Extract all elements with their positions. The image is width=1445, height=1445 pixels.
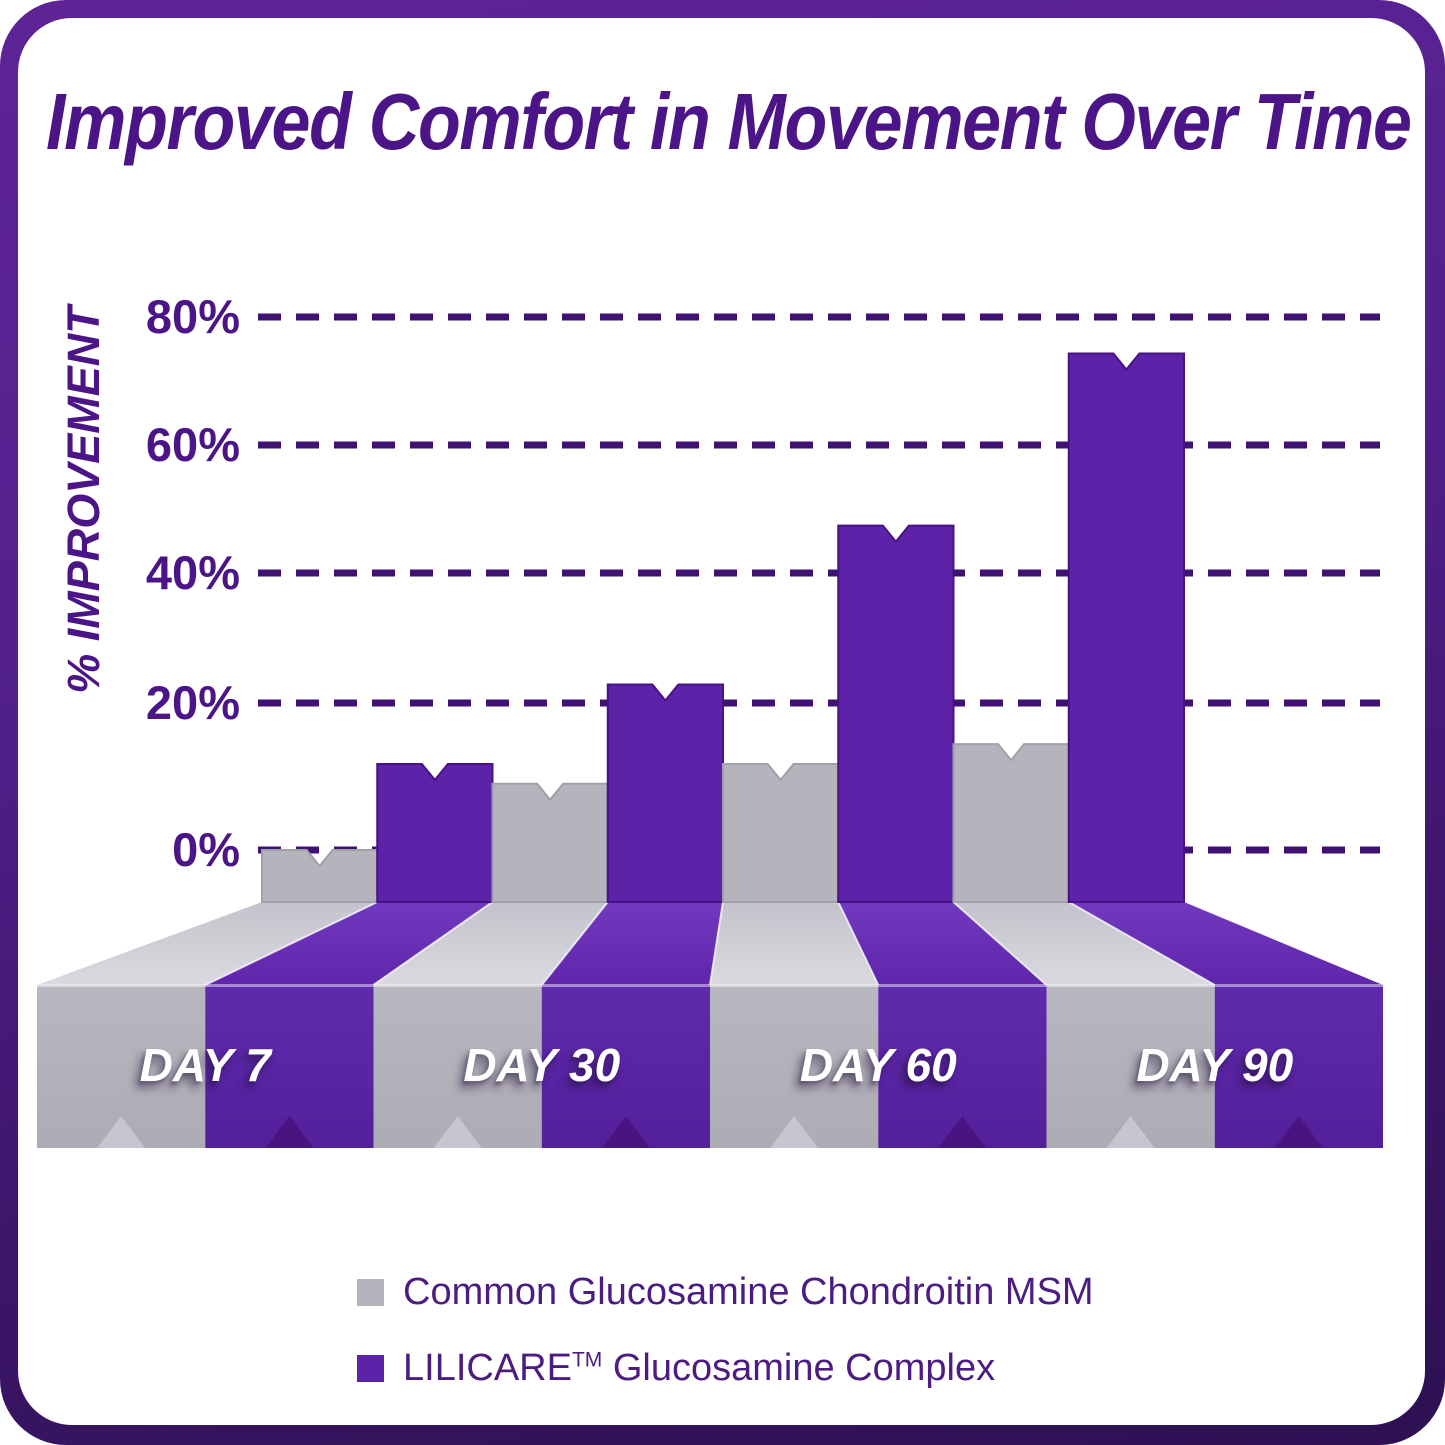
day-label-2: DAY 30 bbox=[463, 1039, 621, 1091]
y-tick-20: 20% bbox=[145, 676, 240, 729]
ribbon-ramp bbox=[541, 902, 723, 985]
lilicare-swatch bbox=[357, 1354, 384, 1382]
trademark-symbol: TM bbox=[571, 1347, 603, 1371]
y-tick-40: 40% bbox=[145, 546, 240, 599]
ribbon-ramp bbox=[205, 902, 493, 985]
fold-highlight bbox=[37, 984, 1383, 987]
front-notch bbox=[770, 1116, 819, 1148]
brand-name: LILICARE bbox=[403, 1346, 572, 1389]
ribbon-ramp bbox=[373, 902, 608, 985]
bar-common bbox=[952, 743, 1070, 903]
day-label-4: DAY 90 bbox=[1136, 1039, 1294, 1091]
bar-common bbox=[491, 782, 609, 903]
ribbon-ramp bbox=[838, 902, 1047, 985]
ribbon-seam bbox=[709, 901, 724, 986]
front-notch bbox=[265, 1116, 314, 1148]
bar-lilicare bbox=[376, 762, 494, 903]
bar-common bbox=[722, 762, 840, 903]
legend: Common Glucosamine Chondroitin MSM LILIC… bbox=[357, 1270, 1094, 1424]
ribbon-seam bbox=[372, 901, 494, 986]
legend-item-common: Common Glucosamine Chondroitin MSM bbox=[357, 1270, 1094, 1313]
y-tick-60: 60% bbox=[145, 418, 240, 471]
ribbon-seam bbox=[1068, 901, 1216, 986]
chart-title: Improved Comfort in Movement Over Time bbox=[46, 77, 1412, 166]
day-label-1: DAY 7 bbox=[139, 1039, 271, 1091]
bar-lilicare bbox=[837, 524, 955, 903]
ribbon-ramp bbox=[953, 902, 1215, 985]
brand-suffix: Glucosamine Complex bbox=[602, 1346, 996, 1389]
bar-common bbox=[261, 849, 379, 903]
ribbon-seam bbox=[204, 901, 378, 986]
day-label-3: DAY 60 bbox=[799, 1039, 957, 1091]
legend-label-lilicare: LILICARETM Glucosamine Complex bbox=[403, 1347, 995, 1390]
common-swatch bbox=[357, 1278, 384, 1306]
bar-lilicare bbox=[1067, 352, 1185, 903]
legend-item-lilicare: LILICARETM Glucosamine Complex bbox=[357, 1347, 1094, 1390]
bar-lilicare bbox=[606, 683, 724, 903]
front-notch bbox=[433, 1116, 482, 1148]
front-notch bbox=[97, 1116, 146, 1148]
ribbon-seam bbox=[952, 901, 1048, 986]
front-notch bbox=[1106, 1116, 1155, 1148]
front-notch bbox=[938, 1116, 987, 1148]
y-tick-0: 0% bbox=[172, 823, 240, 876]
ribbon-seam bbox=[837, 901, 880, 986]
front-notch bbox=[601, 1116, 650, 1148]
ribbon-seam bbox=[540, 901, 609, 986]
front-notch bbox=[1274, 1116, 1323, 1148]
ribbon-ramp bbox=[37, 902, 378, 985]
ribbon-ramp bbox=[710, 902, 879, 985]
legend-label-common: Common Glucosamine Chondroitin MSM bbox=[403, 1270, 1094, 1313]
ribbon-ramp bbox=[1068, 902, 1383, 985]
y-tick-80: 80% bbox=[145, 290, 240, 343]
